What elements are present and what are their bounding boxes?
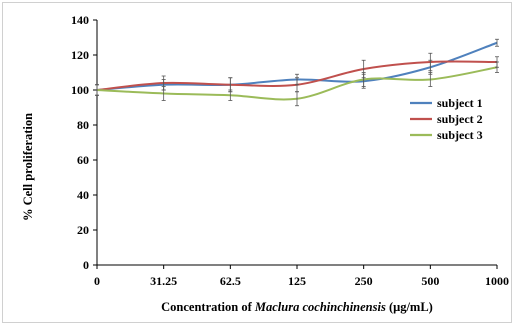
x-axis: 0 31.25 62.5 125 250 500 1000 xyxy=(94,264,509,288)
y-axis: 0 20 40 60 80 100 120 140 xyxy=(71,13,98,272)
x-tick-label: 500 xyxy=(421,274,439,288)
y-axis-title: % Cell proliferation xyxy=(21,113,35,221)
y-tick-label: 140 xyxy=(71,13,89,27)
error-bars xyxy=(95,38,499,107)
y-tick-label: 80 xyxy=(77,118,89,132)
x-axis-title-part: Concentration of xyxy=(161,300,255,314)
x-tick-label: 250 xyxy=(355,274,373,288)
y-tick-label: 20 xyxy=(77,223,89,237)
legend-label: subject 1 xyxy=(437,96,483,110)
y-tick-label: 40 xyxy=(77,188,89,202)
y-tick-label: 120 xyxy=(71,48,89,62)
x-axis-title: Concentration of Maclura cochinchinensis… xyxy=(161,300,433,314)
y-tick-label: 0 xyxy=(83,258,89,272)
x-tick-label: 31.25 xyxy=(150,274,177,288)
x-axis-title-part: (μg/mL) xyxy=(386,300,433,314)
x-tick-label: 62.5 xyxy=(220,274,241,288)
legend-label: subject 3 xyxy=(437,128,483,142)
x-axis-title-part: Maclura cochinchinensis xyxy=(254,300,386,314)
legend: subject 1 subject 2 subject 3 xyxy=(410,96,483,142)
x-tick-label: 1000 xyxy=(485,274,509,288)
y-tick-label: 60 xyxy=(77,153,89,167)
y-tick-label: 100 xyxy=(71,83,89,97)
x-tick-label: 0 xyxy=(94,274,100,288)
chart-frame xyxy=(2,2,512,323)
legend-label: subject 2 xyxy=(437,112,483,126)
x-tick-label: 125 xyxy=(288,274,306,288)
